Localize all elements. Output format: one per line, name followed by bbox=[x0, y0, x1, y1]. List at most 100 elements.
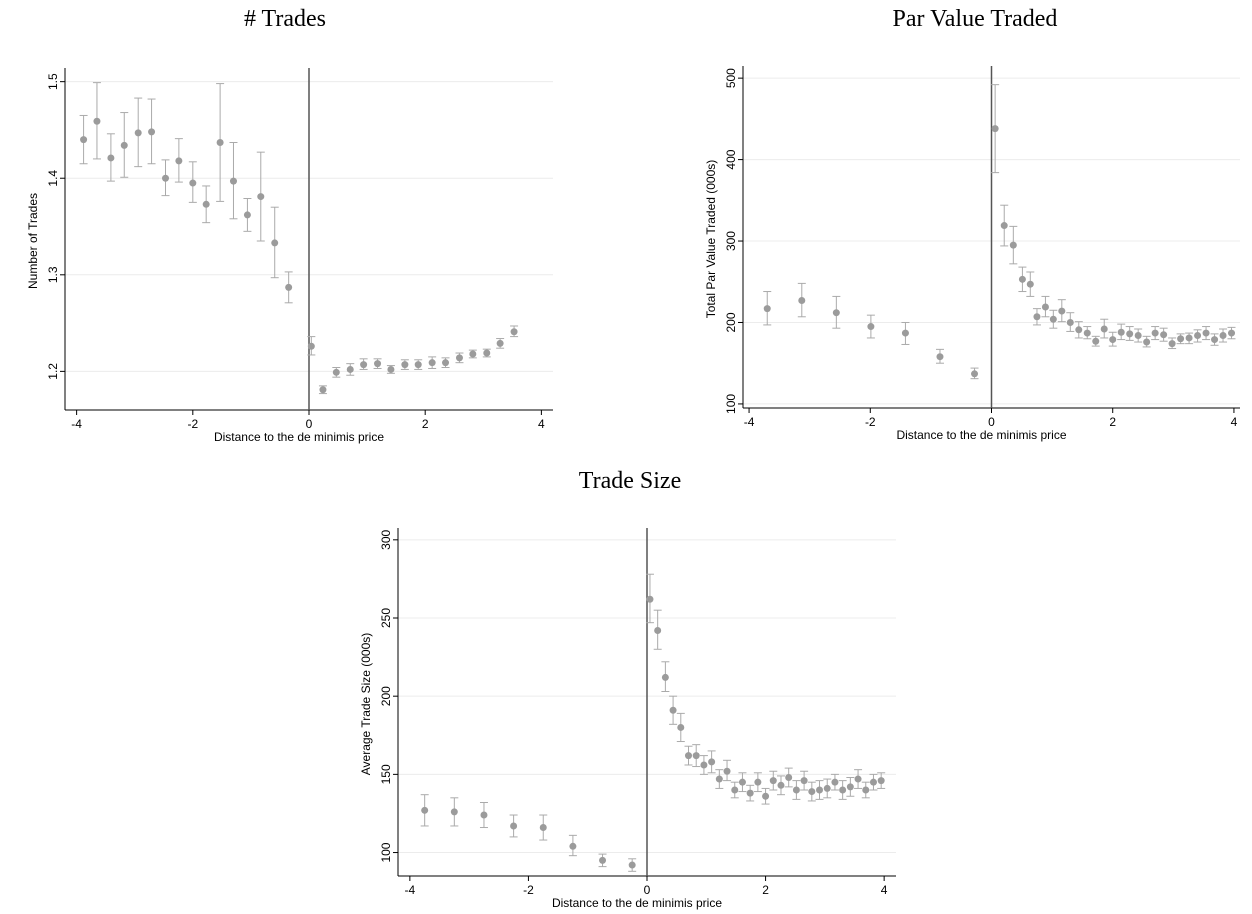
data-point bbox=[1092, 337, 1100, 345]
data-point bbox=[1049, 315, 1057, 323]
data-point bbox=[936, 353, 944, 361]
data-point bbox=[257, 193, 265, 201]
y-tick-label: 100 bbox=[379, 842, 393, 862]
data-point bbox=[374, 360, 382, 368]
y-tick-label: 150 bbox=[379, 764, 393, 784]
y-tick-label: 100 bbox=[724, 394, 738, 414]
data-point bbox=[1219, 332, 1227, 340]
x-tick-label: -4 bbox=[405, 883, 416, 897]
data-point bbox=[738, 778, 746, 786]
y-tick-label: 200 bbox=[724, 312, 738, 332]
data-point bbox=[285, 283, 293, 291]
data-point bbox=[480, 811, 488, 819]
x-tick-label: 2 bbox=[422, 417, 429, 431]
data-point bbox=[792, 786, 800, 794]
data-point bbox=[307, 342, 315, 350]
data-point bbox=[971, 370, 979, 378]
data-point bbox=[769, 777, 777, 785]
data-point bbox=[134, 129, 142, 137]
data-point bbox=[539, 824, 547, 832]
data-point bbox=[816, 786, 824, 794]
chart-title: Par Value Traded bbox=[892, 6, 1058, 32]
data-point bbox=[510, 822, 518, 830]
figure-trades: # Trades 1.2 1.3 1.4 1.5 -4 -2 0 2 4 Distance to … bbox=[0, 0, 560, 460]
data-point bbox=[1228, 329, 1236, 337]
data-point bbox=[846, 783, 854, 791]
data-point bbox=[1177, 335, 1185, 343]
data-point bbox=[823, 784, 831, 792]
x-tick-label: -2 bbox=[187, 417, 198, 431]
data-point bbox=[1033, 313, 1041, 321]
data-point bbox=[832, 309, 840, 317]
data-point bbox=[1026, 280, 1034, 288]
data-point bbox=[669, 706, 677, 714]
chart-trades: 1.2 1.3 1.4 1.5 -4 -2 0 2 4 Distance to the de mi… bbox=[26, 68, 553, 444]
data-point bbox=[1041, 303, 1049, 311]
data-point bbox=[319, 386, 327, 394]
data-point bbox=[1083, 329, 1091, 337]
y-tick-label: 1.5 bbox=[46, 73, 60, 90]
data-point bbox=[1185, 334, 1193, 342]
data-point bbox=[332, 368, 340, 376]
data-point bbox=[715, 775, 723, 783]
data-point bbox=[271, 239, 279, 247]
data-point bbox=[1000, 222, 1008, 230]
data-point bbox=[1151, 329, 1159, 337]
x-tick-label: -4 bbox=[71, 417, 82, 431]
figure-trade-size: Trade Size 100 150 200 250 300 -4 -2 0 2 4 Distanc… bbox=[360, 460, 920, 914]
data-point bbox=[1194, 332, 1202, 340]
data-point bbox=[854, 775, 862, 783]
data-point bbox=[569, 842, 577, 850]
y-axis-label: Number of Trades bbox=[26, 193, 40, 289]
data-point bbox=[1143, 338, 1151, 346]
data-point bbox=[202, 200, 210, 208]
data-point bbox=[120, 141, 128, 149]
x-tick-label: 0 bbox=[988, 415, 995, 429]
data-point bbox=[808, 788, 816, 796]
data-point bbox=[1058, 307, 1066, 315]
data-point bbox=[1109, 336, 1117, 344]
y-tick-label: 1.3 bbox=[46, 266, 60, 283]
y-tick-label: 300 bbox=[724, 231, 738, 251]
data-point bbox=[877, 777, 885, 785]
data-point bbox=[677, 723, 685, 731]
data-point bbox=[483, 349, 491, 357]
data-point bbox=[1018, 275, 1026, 283]
data-point bbox=[661, 673, 669, 681]
data-point bbox=[346, 365, 354, 373]
data-point bbox=[839, 786, 847, 794]
x-tick-label: 4 bbox=[1231, 415, 1238, 429]
data-point bbox=[991, 125, 999, 133]
x-tick-label: -2 bbox=[523, 883, 534, 897]
data-point bbox=[646, 595, 654, 603]
x-tick-label: 0 bbox=[644, 883, 651, 897]
x-tick-label: 2 bbox=[762, 883, 769, 897]
data-point bbox=[867, 323, 875, 331]
data-point bbox=[414, 361, 422, 369]
data-point bbox=[762, 792, 770, 800]
data-point bbox=[229, 177, 237, 185]
data-point bbox=[455, 354, 463, 362]
data-point bbox=[708, 758, 716, 766]
chart-par-value: 100 200 300 400 500 -4 -2 0 2 4 Distance to the de… bbox=[704, 66, 1240, 442]
x-axis-label: Distance to the de minimis price bbox=[552, 896, 722, 910]
data-point bbox=[901, 329, 909, 337]
data-point bbox=[869, 778, 877, 786]
data-point bbox=[798, 296, 806, 304]
x-axis-label: Distance to the de minimis price bbox=[896, 428, 1066, 442]
data-point bbox=[1168, 340, 1176, 348]
figure-par-value: Par Value Traded 100 200 300 400 500 -4 -2 0 2 4 D… bbox=[680, 0, 1250, 460]
data-point bbox=[777, 781, 785, 789]
data-point bbox=[1075, 326, 1083, 334]
data-point bbox=[1211, 336, 1219, 344]
y-tick-label: 250 bbox=[379, 608, 393, 628]
data-point bbox=[700, 761, 708, 769]
y-tick-label: 1.2 bbox=[46, 363, 60, 380]
data-point bbox=[401, 361, 409, 369]
y-tick-label: 400 bbox=[724, 149, 738, 169]
data-point bbox=[175, 157, 183, 165]
data-point bbox=[692, 752, 700, 760]
data-point bbox=[785, 773, 793, 781]
data-point bbox=[421, 806, 429, 814]
data-point bbox=[189, 179, 197, 187]
